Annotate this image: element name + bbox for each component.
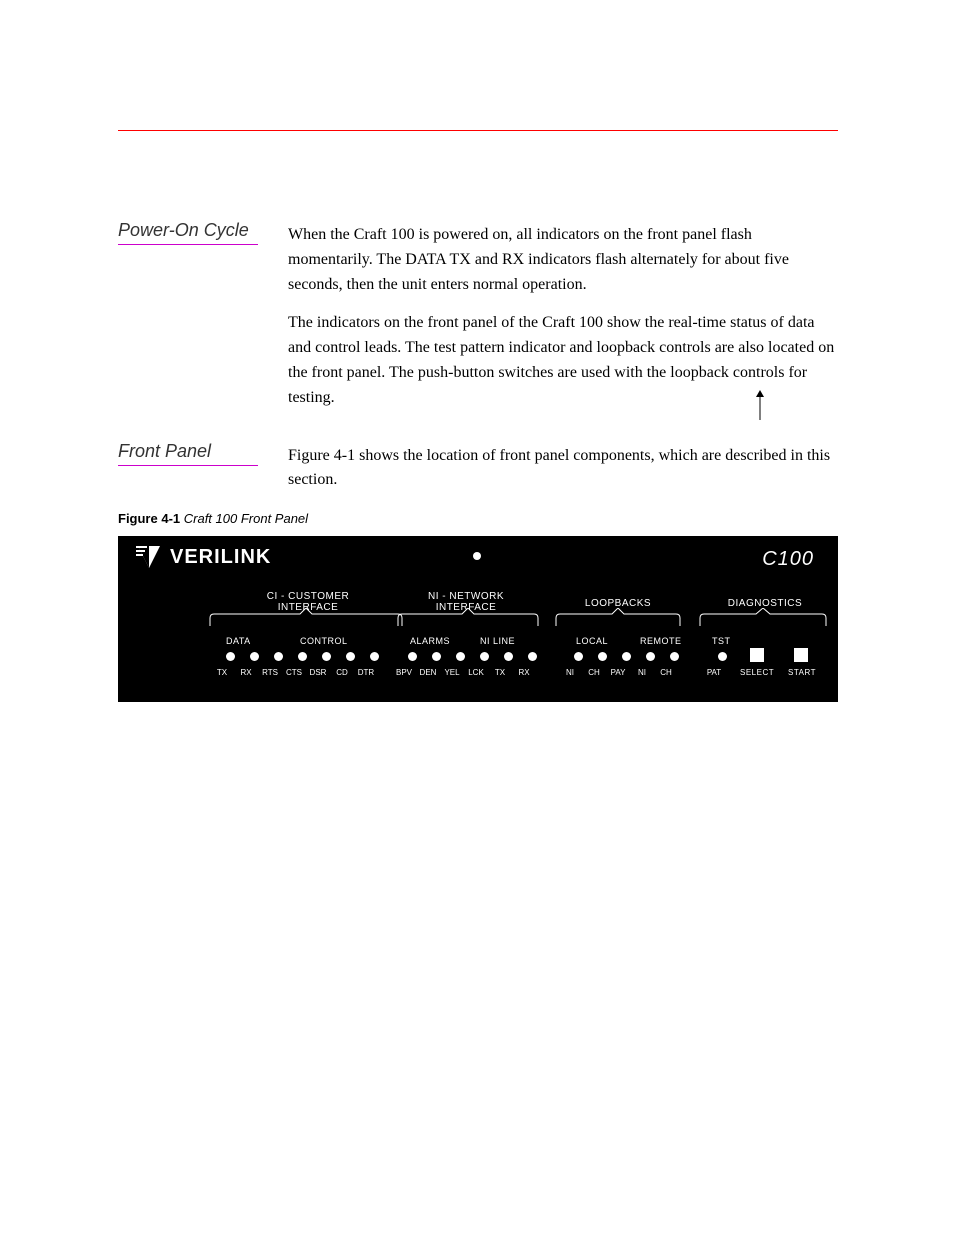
para-2-1: Figure 4-1 shows the location of front p… <box>288 444 838 494</box>
led-tx <box>226 652 235 661</box>
start-button-label: START <box>788 668 816 677</box>
led-cts <box>298 652 307 661</box>
brand-text: VERILINK <box>170 546 271 569</box>
body-text-1: When the Craft 100 is powered on, all in… <box>288 223 838 411</box>
led-rx <box>250 652 259 661</box>
model-label: C100 <box>762 548 814 571</box>
diag-bracket-icon <box>698 608 828 628</box>
loop-remote-label: REMOTE <box>640 636 682 646</box>
led-dtr <box>370 652 379 661</box>
led-lck <box>480 652 489 661</box>
led-pay <box>622 652 631 661</box>
loopbacks-led-labels: NICHPAYNICH <box>558 668 678 677</box>
led-rts <box>274 652 283 661</box>
led-bpv <box>408 652 417 661</box>
figure-title: Figure 4-1 Craft 100 Front Panel <box>118 511 838 526</box>
diag-tst-label: TST <box>712 636 731 646</box>
led-rx <box>528 652 537 661</box>
led-label-rx: RX <box>512 668 536 677</box>
figure-block: Figure 4-1 Craft 100 Front Panel VERILIN… <box>118 511 838 702</box>
figure-number: Figure 4-1 <box>118 511 180 526</box>
start-button[interactable] <box>794 648 808 662</box>
diag-led-labels: PAT <box>702 668 726 677</box>
led-ch <box>598 652 607 661</box>
led-label-cts: CTS <box>282 668 306 677</box>
top-rule <box>118 130 838 131</box>
led-pat <box>718 652 727 661</box>
page-body: Power-On Cycle When the Craft 100 is pow… <box>118 220 838 702</box>
led-ni <box>574 652 583 661</box>
led-label-pat: PAT <box>702 668 726 677</box>
heading-power-on: Power-On Cycle <box>118 220 258 245</box>
led-label-bpv: BPV <box>392 668 416 677</box>
led-label-rx: RX <box>234 668 258 677</box>
led-label-lck: LCK <box>464 668 488 677</box>
led-ch <box>670 652 679 661</box>
power-led <box>473 552 481 560</box>
led-tx <box>504 652 513 661</box>
loopbacks-bracket-icon <box>554 608 682 628</box>
led-yel <box>456 652 465 661</box>
ni-led-row <box>400 652 544 661</box>
led-label-dsr: DSR <box>306 668 330 677</box>
led-label-rts: RTS <box>258 668 282 677</box>
led-label-tx: TX <box>210 668 234 677</box>
ni-alarms-label: ALARMS <box>410 636 450 646</box>
select-button-label: SELECT <box>740 668 774 677</box>
diag-led-row <box>710 652 734 661</box>
ni-led-labels: BPVDENYELLCKTXRX <box>392 668 536 677</box>
body-text-2: Figure 4-1 shows the location of front p… <box>288 444 838 494</box>
select-button[interactable] <box>750 648 764 662</box>
ci-led-labels: TXRXRTSCTSDSRCDDTR <box>210 668 378 677</box>
led-label-pay: PAY <box>606 668 630 677</box>
led-dsr <box>322 652 331 661</box>
loop-local-label: LOCAL <box>576 636 608 646</box>
heading-front-panel: Front Panel <box>118 441 258 466</box>
ci-control-label: CONTROL <box>300 636 348 646</box>
led-label-ch: CH <box>654 668 678 677</box>
led-label-ch: CH <box>582 668 606 677</box>
led-label-yel: YEL <box>440 668 464 677</box>
led-label-tx: TX <box>488 668 512 677</box>
ni-niline-label: NI LINE <box>480 636 515 646</box>
section-power-on: Power-On Cycle When the Craft 100 is pow… <box>118 220 838 411</box>
loopbacks-led-row <box>566 652 686 661</box>
led-ni <box>646 652 655 661</box>
led-label-dtr: DTR <box>354 668 378 677</box>
led-label-ni: NI <box>558 668 582 677</box>
annotation-arrow-icon <box>752 390 768 426</box>
figure-caption: Craft 100 Front Panel <box>184 511 308 526</box>
section-front-panel: Front Panel Figure 4-1 shows the locatio… <box>118 441 838 494</box>
ci-data-label: DATA <box>226 636 251 646</box>
ci-led-row <box>218 652 386 661</box>
led-cd <box>346 652 355 661</box>
para-1-1: When the Craft 100 is powered on, all in… <box>288 223 838 297</box>
logo-icon <box>134 544 164 570</box>
led-label-ni: NI <box>630 668 654 677</box>
led-label-den: DEN <box>416 668 440 677</box>
ci-bracket-icon <box>208 608 404 628</box>
ni-bracket-icon <box>396 608 540 628</box>
led-label-cd: CD <box>330 668 354 677</box>
device-front-panel: VERILINK C100 CI - CUSTOMER INTERFACE NI… <box>118 536 838 702</box>
led-den <box>432 652 441 661</box>
brand-logo: VERILINK <box>134 544 271 570</box>
